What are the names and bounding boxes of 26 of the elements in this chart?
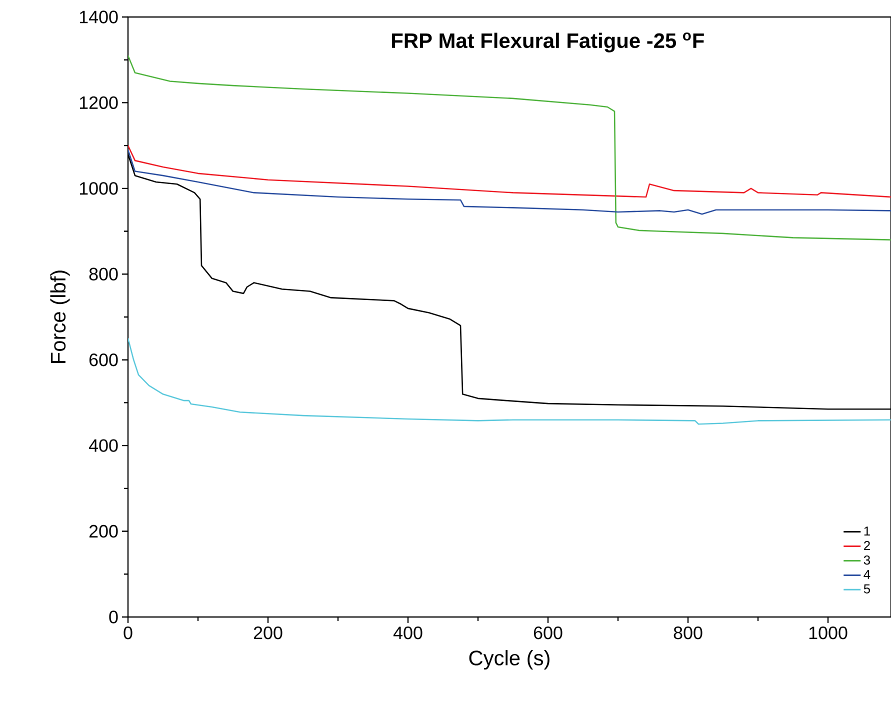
y-tick-label: 0 bbox=[109, 610, 118, 624]
legend-label: 4 bbox=[864, 570, 870, 579]
legend-label: 2 bbox=[864, 540, 870, 550]
y-tick-label: 1200 bbox=[80, 96, 118, 110]
legend-label: 3 bbox=[864, 555, 870, 565]
y-tick-label: 200 bbox=[89, 524, 118, 538]
x-tick-label: 0 bbox=[124, 626, 132, 640]
x-tick-label: 400 bbox=[393, 626, 422, 640]
x-tick-label: 800 bbox=[674, 626, 702, 640]
x-tick-label: 200 bbox=[254, 626, 282, 640]
y-axis-title: Force (lbf) bbox=[50, 270, 70, 363]
line-series bbox=[128, 149, 891, 215]
line-series bbox=[128, 54, 891, 240]
y-tick-label: 1000 bbox=[80, 182, 118, 195]
y-tick-label: 1400 bbox=[80, 10, 118, 24]
line-series bbox=[128, 338, 891, 425]
text: FRP Mat Flexural Fatigue -25 $^{o}$F bbox=[392, 32, 704, 52]
legend-label: 5 bbox=[864, 584, 870, 594]
y-tick-label: 600 bbox=[89, 353, 118, 366]
y-tick-label: 800 bbox=[89, 268, 118, 280]
x-axis-title: Cycle (s) bbox=[469, 650, 550, 670]
y-tick-label: 400 bbox=[88, 439, 118, 452]
x-tick-label: 1000 bbox=[809, 626, 848, 640]
x-tick-label: 600 bbox=[534, 626, 562, 640]
legend-label: 1 bbox=[864, 526, 870, 536]
line-series bbox=[128, 144, 891, 198]
